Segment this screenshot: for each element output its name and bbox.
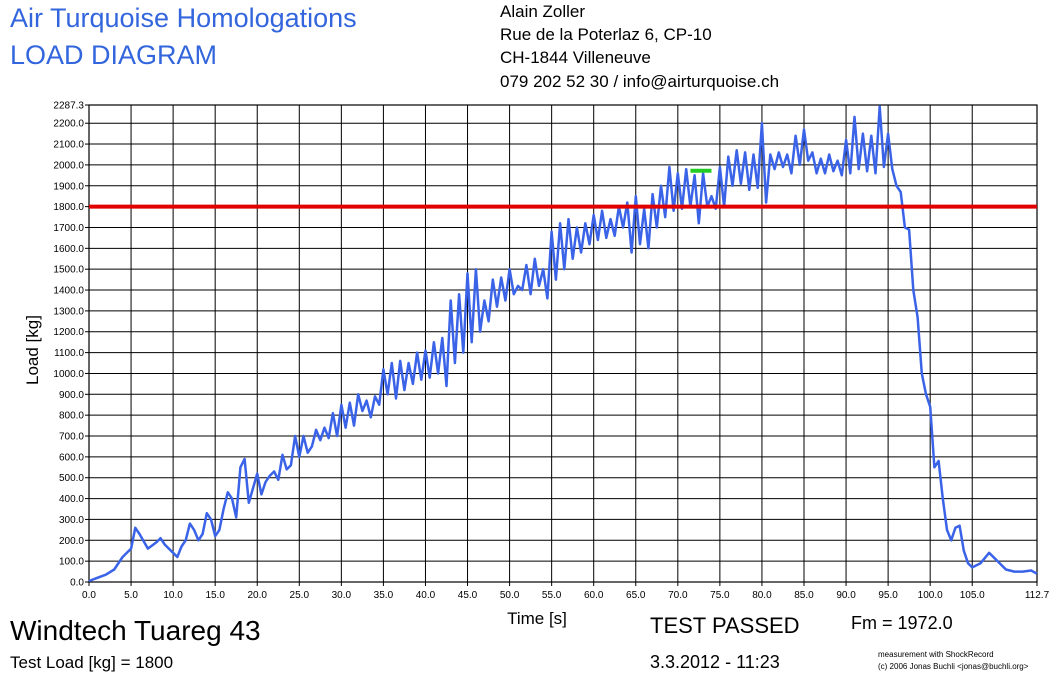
x-tick-label: 100.0	[918, 590, 943, 601]
test-load-label: Test Load [kg] =	[10, 653, 131, 672]
y-tick-label: 1000.0	[53, 369, 84, 380]
credit: measurement with ShockRecord	[878, 650, 994, 659]
plot: 0.0 100.0 200.0 300.0 400.0 500.0 600.0 700.0 80…	[53, 101, 1049, 602]
y-tick-label: 1900.0	[53, 181, 84, 192]
y-tick-label: 800.0	[59, 411, 84, 422]
x-tick-label: 20.0	[247, 590, 267, 601]
y-tick-label: 2100.0	[53, 140, 84, 151]
y-tick-label: 400.0	[59, 494, 84, 505]
x-tick-label: 30.0	[332, 590, 352, 601]
x-tick-label: 15.0	[205, 590, 225, 601]
y-tick-label: 700.0	[59, 432, 84, 443]
model-name: Windtech Tuareg 43	[10, 615, 261, 646]
x-tick-label: 25.0	[290, 590, 310, 601]
x-tick-label: 90.0	[836, 590, 856, 601]
load-curve	[88, 105, 1038, 583]
x-tick-label: 55.0	[542, 590, 562, 601]
fm-value: 1972.0	[898, 613, 953, 633]
x-tick-label: 75.0	[710, 590, 730, 601]
y-tick-label: 500.0	[59, 473, 84, 484]
fm-label: Fm =	[851, 613, 893, 633]
x-tick-label: 35.0	[374, 590, 394, 601]
x-axis-label: Time [s]	[507, 609, 567, 628]
plot-frame	[88, 104, 1038, 583]
y-tick-label: 1600.0	[53, 244, 84, 255]
y-tick-label: 1700.0	[53, 223, 84, 234]
x-tick-label: 95.0	[878, 590, 898, 601]
x-tick-label: 80.0	[752, 590, 772, 601]
y-tick-label: 1200.0	[53, 327, 84, 338]
x-tick-label: 60.0	[584, 590, 604, 601]
x-tick-label: 5.0	[124, 590, 138, 601]
contact-line: Rue de la Poterlaz 6, CP-10	[500, 25, 712, 44]
x-tick-label: 112.7	[1025, 590, 1050, 601]
y-tick-label: 600.0	[59, 452, 84, 463]
y-tick-label: 200.0	[59, 536, 84, 547]
x-tick-label: 85.0	[794, 590, 814, 601]
x-tick-label: 40.0	[416, 590, 436, 601]
test-load: Test Load [kg] = 1800	[10, 653, 173, 672]
y-tick-label: 1100.0	[54, 348, 84, 359]
result: TEST PASSED	[650, 613, 800, 638]
contact-line: CH-1844 Villeneuve	[500, 48, 651, 67]
y-tick-label: 900.0	[59, 390, 84, 401]
y-tick-label: 100.0	[59, 557, 84, 568]
y-axis-label: Load [kg]	[23, 315, 42, 385]
y-tick-label: 2000.0	[53, 160, 84, 171]
x-tick-label: 10.0	[163, 590, 183, 601]
y-tick-label: 300.0	[59, 515, 84, 526]
x-tick-label: 65.0	[626, 590, 646, 601]
y-tick-label: 2287.3	[53, 101, 84, 112]
y-tick-label: 1500.0	[53, 265, 84, 276]
date: 3.3.2012 - 11:23	[650, 652, 780, 672]
y-tick-label: 0.0	[70, 578, 84, 589]
test-load-value: 1800	[135, 653, 173, 672]
chart-title: Air Turquoise Homologations	[10, 3, 357, 33]
credit: (c) 2006 Jonas Buchli <jonas@buchli.org>	[878, 662, 1029, 671]
y-tick-label: 2200.0	[53, 119, 84, 130]
x-tick-label: 45.0	[458, 590, 478, 601]
x-tick-label: 0.0	[82, 590, 96, 601]
contact-line: Alain Zoller	[500, 2, 585, 21]
x-tick-label: 105.0	[960, 590, 985, 601]
fm: Fm = 1972.0	[851, 613, 953, 633]
y-tick-label: 1400.0	[53, 286, 84, 297]
x-tick-label: 50.0	[500, 590, 520, 601]
x-tick-label: 70.0	[668, 590, 688, 601]
chart-subtitle: LOAD DIAGRAM	[10, 40, 217, 70]
contact-line: 079 202 52 30 / info@airturquoise.ch	[500, 72, 779, 91]
y-tick-label: 1300.0	[53, 306, 84, 317]
y-tick-label: 1800.0	[53, 202, 84, 213]
